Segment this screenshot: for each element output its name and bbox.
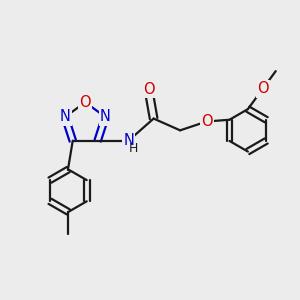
Text: O: O [201,114,212,129]
Text: O: O [257,82,268,97]
Text: O: O [80,95,91,110]
Text: O: O [143,82,155,97]
Text: N: N [123,133,134,148]
Text: N: N [60,110,70,124]
Text: H: H [129,142,139,155]
Text: N: N [100,110,111,124]
